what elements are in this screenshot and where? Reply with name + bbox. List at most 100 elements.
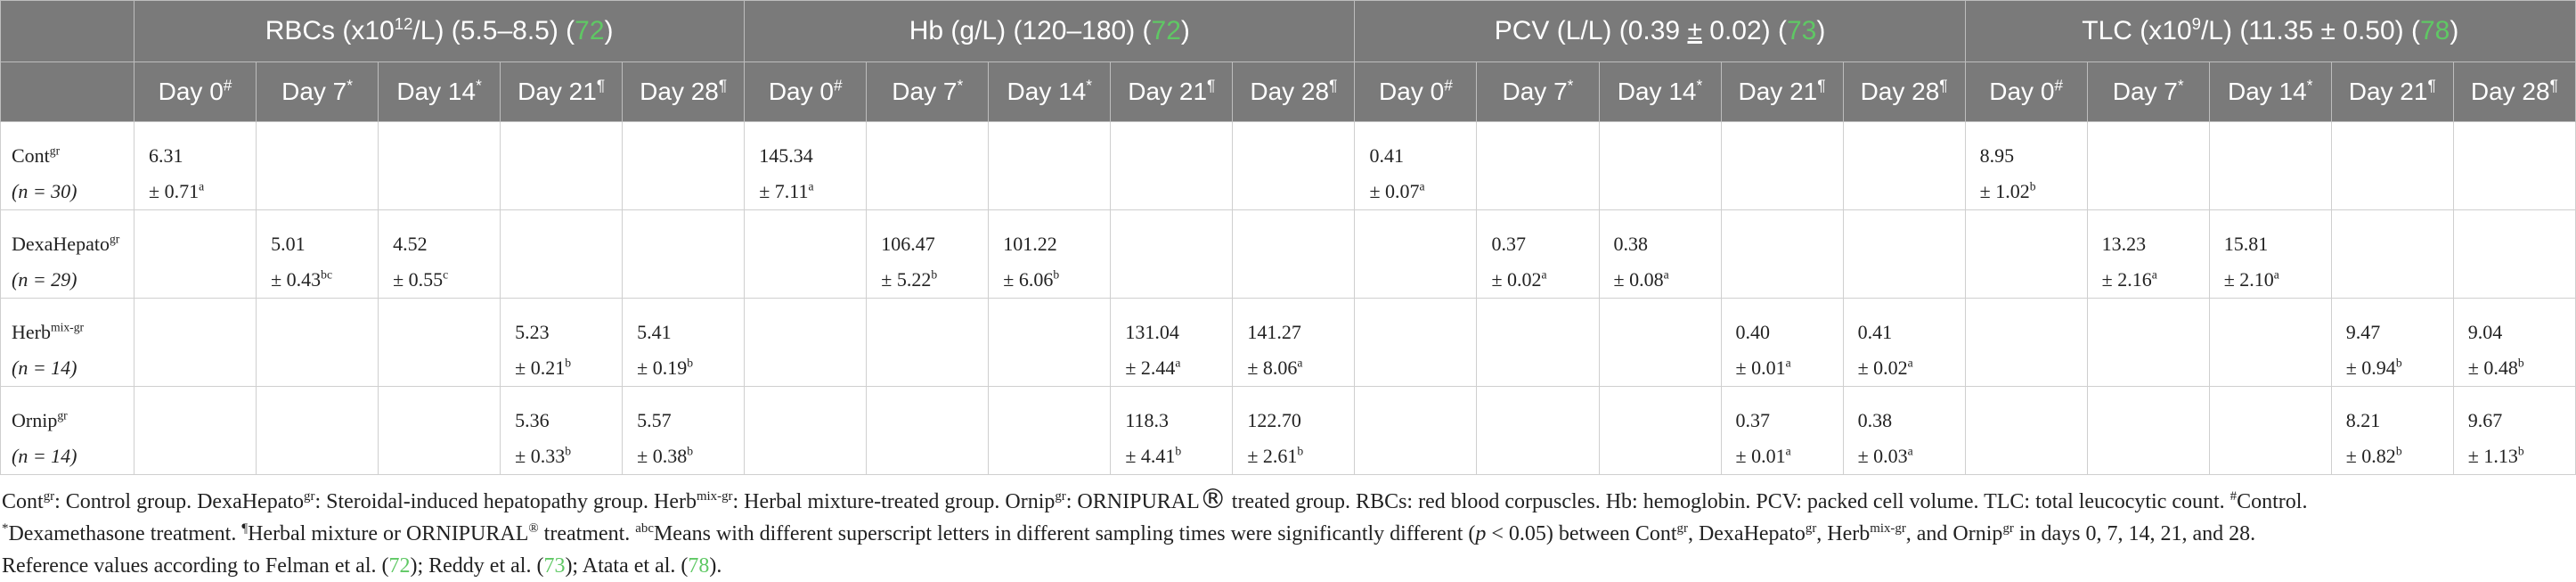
cell-superscript: a: [1907, 356, 1913, 370]
row-group-label: Contgr (n = 30): [0, 121, 135, 210]
data-cell: [500, 121, 624, 210]
day-header: Day 14*: [2208, 61, 2332, 122]
day-mark: ¶: [2549, 76, 2558, 94]
cell-sd-text: ± 0.55: [393, 268, 444, 291]
data-cell: [134, 209, 257, 299]
data-cell: [1964, 386, 2088, 475]
group-name: Contgr: [12, 138, 134, 174]
cell-mean: 6.31: [149, 144, 183, 167]
day-label: Day 0: [1379, 78, 1445, 105]
cell-superscript: b: [1297, 444, 1304, 458]
table-row: Ornipgr (n = 14) 5.36 ± 0.33b 5.57 ± 0.38b 118…: [0, 386, 2576, 475]
day-mark: *: [1696, 76, 1703, 94]
day-header: Day 7*: [2086, 61, 2210, 122]
data-cell: [866, 298, 990, 387]
data-cell: 8.21 ± 0.82b: [2330, 386, 2454, 475]
group-name: DexaHepatogr: [12, 226, 134, 262]
hb-group-header: Hb (g/L) (120–180) (72): [744, 0, 1356, 62]
cell-sd-text: ± 2.44: [1125, 357, 1176, 379]
data-cell: 122.70 ± 2.61b: [1232, 386, 1356, 475]
cell-superscript: b: [2517, 444, 2524, 458]
data-cell: 0.40 ± 0.01a: [1720, 298, 1844, 387]
cell-superscript: a: [1907, 444, 1913, 458]
cell-superscript: a: [1297, 356, 1303, 370]
day-label: Day 28: [1250, 78, 1330, 105]
day-mark: *: [957, 76, 964, 94]
cell-sd: ± 4.41b: [1125, 439, 1232, 474]
cell-mean: 145.34: [759, 144, 813, 167]
day-label: Day 7: [281, 78, 347, 105]
data-cell: [1842, 209, 1966, 299]
group-n: (n = 14): [12, 445, 77, 467]
cell-superscript: a: [1785, 356, 1791, 370]
cell-mean: 13.23: [2101, 233, 2147, 255]
day-label: Day 28: [640, 78, 719, 105]
cell-mean: 0.40: [1735, 321, 1771, 343]
cell-sd: ± 1.13b: [2468, 439, 2575, 474]
cell-sd-text: ± 2.10: [2223, 268, 2274, 291]
cell-sd: ± 2.61b: [1247, 439, 1354, 474]
day-header: Day 28¶: [1232, 61, 1356, 122]
cell-sd: ± 0.07a: [1369, 174, 1476, 209]
cell-superscript: b: [2517, 356, 2524, 370]
cell-sd: ± 7.11a: [759, 174, 866, 209]
data-cell: [866, 386, 990, 475]
table-row: Herbmix-gr (n = 14) 5.23 ± 0.21b 5.41 ± 0.19b…: [0, 298, 2576, 387]
cell-superscript: b: [931, 267, 938, 282]
cell-sd-text: ± 0.71: [149, 180, 200, 202]
data-cell: 6.31 ± 0.71a: [134, 121, 257, 210]
cell-sd: ± 0.21b: [515, 350, 622, 386]
data-cell: [134, 298, 257, 387]
cell-sd: ± 0.38b: [637, 439, 744, 474]
cell-sd-text: ± 0.19: [637, 357, 688, 379]
row-label-header: [0, 0, 135, 62]
data-cell: [1476, 121, 1600, 210]
cell-superscript: b: [1053, 267, 1060, 282]
day-mark: ¶: [1939, 76, 1948, 94]
data-cell: [1110, 209, 1234, 299]
hematology-table: RBCs (x1012/L) (5.5–8.5) (72) Hb (g/L) (…: [0, 0, 2576, 475]
cell-sd: ± 2.16a: [2102, 262, 2209, 298]
day-mark: ¶: [2427, 76, 2436, 94]
cell-sd-text: ± 0.02: [1857, 357, 1908, 379]
footnote-line-1: Contgr: Control group. DexaHepatogr: Ste…: [2, 484, 2308, 515]
day-header: Day 14*: [1598, 61, 1722, 122]
cell-mean: 5.41: [637, 321, 672, 343]
day-header: Day 21¶: [2330, 61, 2454, 122]
data-cell: [744, 386, 868, 475]
data-cell: [2208, 121, 2332, 210]
cell-superscript: c: [443, 267, 449, 282]
cell-sd-text: ± 8.06: [1247, 357, 1298, 379]
cell-superscript: b: [2029, 179, 2036, 193]
day-mark: ¶: [718, 76, 728, 94]
cell-mean: 4.52: [393, 233, 428, 255]
cell-sd: ± 0.19b: [637, 350, 744, 386]
row-label-header-days: [0, 61, 135, 122]
group-name-sup: gr: [57, 408, 68, 422]
data-cell: 5.36 ± 0.33b: [500, 386, 624, 475]
cell-mean: 5.36: [515, 409, 550, 431]
data-cell: [256, 386, 379, 475]
data-cell: 0.37 ± 0.01a: [1720, 386, 1844, 475]
cell-sd: ± 2.10a: [2224, 262, 2331, 298]
day-header: Day 28¶: [1842, 61, 1966, 122]
data-cell: [622, 121, 746, 210]
cell-mean: 9.67: [2467, 409, 2503, 431]
cell-superscript: b: [565, 356, 572, 370]
day-mark: ¶: [1817, 76, 1826, 94]
day-label: Day 21: [2348, 78, 2428, 105]
data-cell: 141.27 ± 8.06a: [1232, 298, 1356, 387]
data-cell: [1232, 121, 1356, 210]
day-label: Day 7: [1502, 78, 1568, 105]
cell-sd: ± 0.01a: [1736, 439, 1843, 474]
cell-mean: 122.70: [1247, 409, 1301, 431]
cell-sd: ± 0.08a: [1614, 262, 1721, 298]
table-footnote: Contgr: Control group. DexaHepatogr: Ste…: [0, 475, 2576, 582]
cell-superscript: b: [565, 444, 572, 458]
cell-sd: ± 0.94b: [2346, 350, 2453, 386]
cell-superscript: a: [808, 179, 814, 193]
cell-sd-text: ± 0.94: [2345, 357, 2396, 379]
data-cell: [988, 386, 1112, 475]
group-n: (n = 29): [12, 268, 77, 291]
cell-mean: 8.95: [1979, 144, 2015, 167]
